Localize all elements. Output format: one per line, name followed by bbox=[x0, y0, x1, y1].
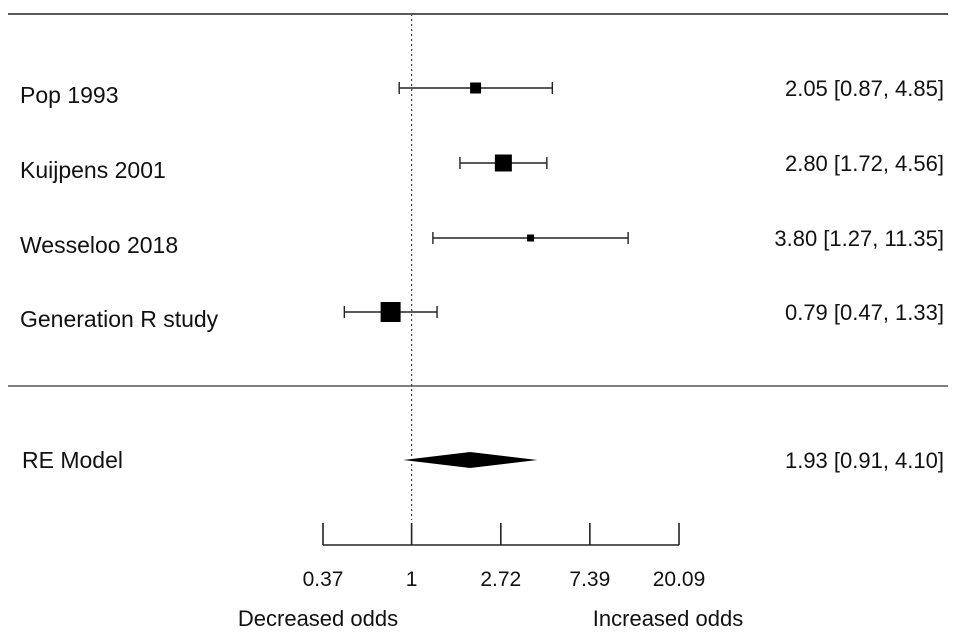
study-row: Generation R study 0.79 [0.47, 1.33] bbox=[20, 300, 944, 332]
point-estimate-box bbox=[380, 302, 401, 322]
studies-layer: Pop 1993 2.05 [0.87, 4.85] Kuijpens 2001 2.… bbox=[20, 76, 944, 332]
direction-label-decreased: Decreased odds bbox=[238, 606, 398, 631]
x-axis-tick-label: 0.37 bbox=[303, 568, 344, 591]
study-ci-text: 0.79 [0.47, 1.33] bbox=[785, 300, 944, 325]
x-axis-tick-label: 2.72 bbox=[480, 568, 521, 591]
x-axis: 0.37 1 2.72 7.39 20.09 bbox=[303, 523, 706, 591]
study-label: Pop 1993 bbox=[20, 82, 118, 108]
study-ci-text: 2.80 [1.72, 4.56] bbox=[785, 151, 944, 176]
summary-label: RE Model bbox=[22, 447, 123, 473]
x-axis-tick-label: 20.09 bbox=[653, 568, 706, 591]
study-label: Wesseloo 2018 bbox=[20, 232, 178, 258]
study-ci-text: 3.80 [1.27, 11.35] bbox=[774, 226, 944, 251]
point-estimate-box bbox=[527, 234, 535, 242]
study-ci-text: 2.05 [0.87, 4.85] bbox=[785, 76, 944, 101]
point-estimate-box bbox=[470, 82, 482, 94]
summary-ci-text: 1.93 [0.91, 4.10] bbox=[785, 448, 944, 473]
x-axis-tick-label: 7.39 bbox=[569, 568, 610, 591]
summary-diamond bbox=[403, 452, 538, 468]
point-estimate-box bbox=[494, 154, 512, 172]
study-label: Kuijpens 2001 bbox=[20, 157, 166, 183]
study-label: Generation R study bbox=[20, 306, 219, 332]
study-row: Kuijpens 2001 2.80 [1.72, 4.56] bbox=[20, 151, 944, 183]
study-row: Pop 1993 2.05 [0.87, 4.85] bbox=[20, 76, 944, 108]
study-row: Wesseloo 2018 3.80 [1.27, 11.35] bbox=[20, 226, 944, 258]
summary-layer: RE Model 1.93 [0.91, 4.10] bbox=[22, 447, 944, 473]
x-axis-tick-label: 1 bbox=[406, 568, 418, 591]
direction-label-increased: Increased odds bbox=[593, 606, 743, 631]
